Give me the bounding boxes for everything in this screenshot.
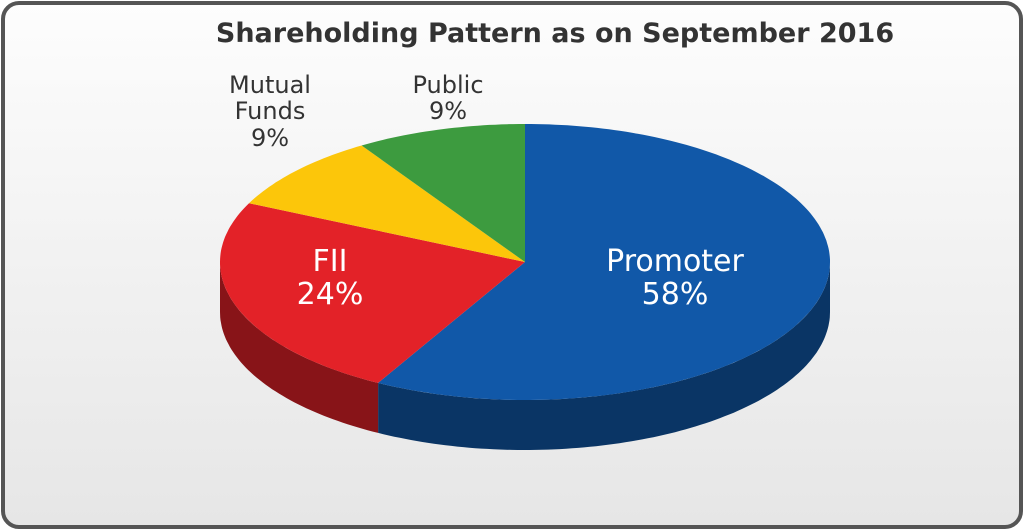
slice [249, 145, 525, 262]
slice-side [220, 262, 379, 433]
slice-label: FII [312, 244, 348, 279]
slice-label: Mutual Funds [229, 71, 311, 126]
slice-value-label: 9% [250, 124, 290, 152]
chart-title: Shareholding Pattern as on September 201… [215, 18, 895, 49]
slice [378, 124, 830, 400]
slice-label: Public [412, 71, 484, 99]
slice-value-label: 24% [296, 277, 364, 312]
slice-side [378, 262, 830, 450]
slice-label: Promoter [606, 244, 744, 279]
slice [361, 124, 525, 262]
slice-value-label: 58% [641, 277, 709, 312]
slice [220, 203, 525, 383]
slice-value-label: 9% [428, 97, 468, 125]
